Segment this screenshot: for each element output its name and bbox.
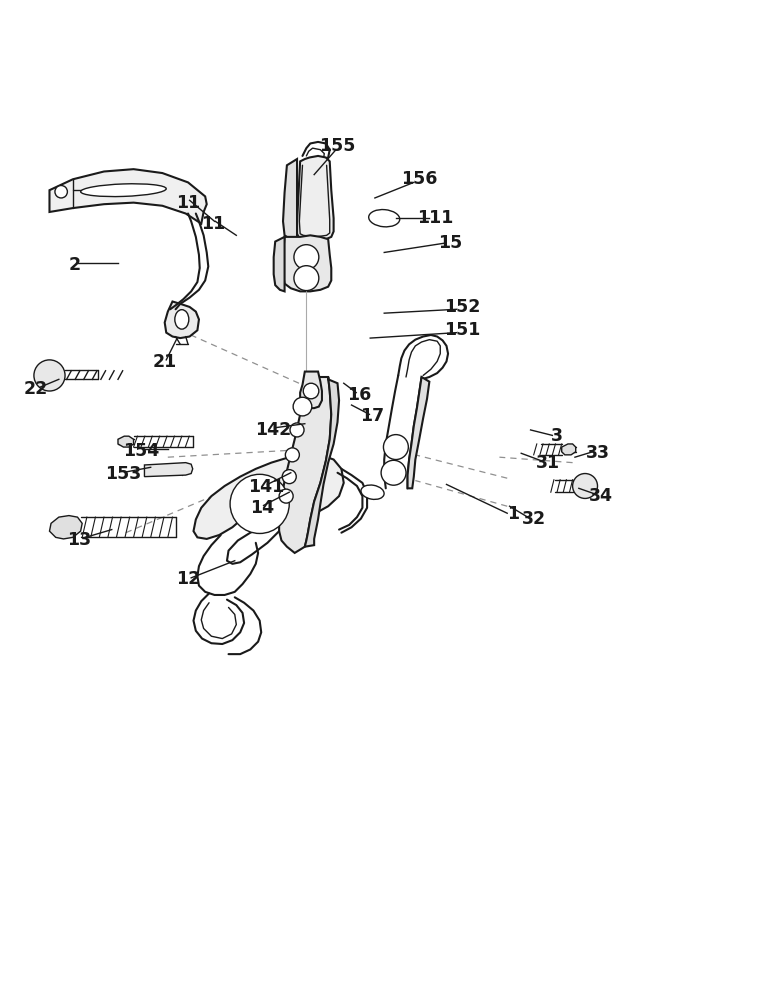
Text: 111: 111 [416, 209, 453, 227]
Text: 2: 2 [68, 256, 81, 274]
Text: 33: 33 [586, 444, 610, 462]
Text: 11: 11 [201, 215, 225, 233]
Polygon shape [297, 156, 334, 241]
Circle shape [290, 423, 304, 437]
Text: 156: 156 [401, 170, 437, 188]
Text: 154: 154 [123, 442, 159, 460]
Polygon shape [49, 169, 207, 224]
Circle shape [282, 470, 296, 484]
Ellipse shape [175, 310, 189, 329]
Text: 155: 155 [319, 137, 356, 155]
Ellipse shape [361, 485, 384, 499]
Polygon shape [408, 377, 430, 488]
Polygon shape [165, 301, 199, 338]
Polygon shape [283, 235, 332, 291]
Polygon shape [144, 463, 193, 477]
Circle shape [285, 448, 299, 462]
Text: 11: 11 [176, 194, 200, 212]
Text: 15: 15 [438, 234, 463, 252]
Text: 142: 142 [256, 421, 292, 439]
Text: 21: 21 [153, 353, 177, 371]
Polygon shape [561, 444, 575, 455]
Text: 13: 13 [67, 531, 91, 549]
Polygon shape [49, 516, 82, 539]
Circle shape [572, 474, 597, 498]
Polygon shape [305, 377, 339, 547]
Polygon shape [279, 377, 332, 553]
Circle shape [303, 383, 319, 399]
Circle shape [294, 266, 319, 291]
Circle shape [293, 397, 312, 416]
Circle shape [383, 435, 408, 460]
Text: 14: 14 [250, 499, 274, 517]
Circle shape [381, 460, 406, 485]
Text: 141: 141 [248, 478, 284, 496]
Text: 1: 1 [506, 505, 519, 523]
Polygon shape [274, 237, 285, 291]
Circle shape [55, 186, 67, 198]
Circle shape [294, 245, 319, 270]
Text: 3: 3 [551, 427, 563, 445]
Text: 152: 152 [444, 298, 481, 316]
Text: 31: 31 [535, 454, 560, 472]
Circle shape [230, 474, 289, 533]
Ellipse shape [81, 184, 166, 197]
Ellipse shape [368, 210, 400, 227]
Circle shape [34, 360, 65, 391]
Polygon shape [118, 436, 133, 447]
Circle shape [279, 489, 293, 503]
Text: 153: 153 [105, 465, 142, 483]
Polygon shape [194, 455, 343, 539]
Text: 34: 34 [589, 487, 612, 505]
Polygon shape [283, 159, 297, 238]
Text: 12: 12 [176, 570, 200, 588]
Polygon shape [300, 372, 322, 408]
Text: 17: 17 [361, 407, 385, 425]
Text: 16: 16 [347, 386, 372, 404]
Text: 22: 22 [24, 380, 48, 398]
Text: 151: 151 [444, 321, 481, 339]
Text: 32: 32 [521, 510, 546, 528]
